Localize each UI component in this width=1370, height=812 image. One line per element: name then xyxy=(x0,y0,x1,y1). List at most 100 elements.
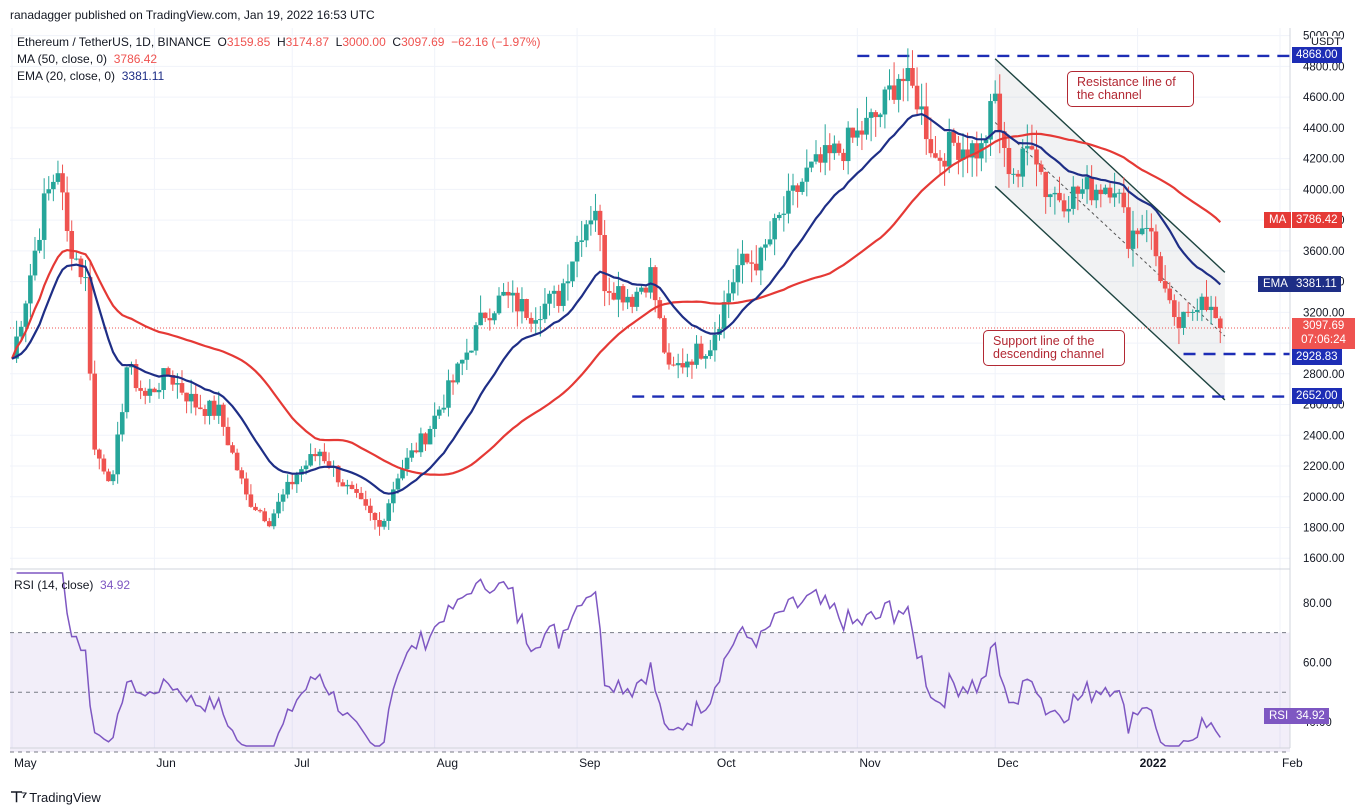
candle-body xyxy=(106,471,111,482)
candle-body xyxy=(69,231,75,259)
candle-body xyxy=(515,292,520,312)
candle-body xyxy=(1204,296,1209,311)
candle-body xyxy=(482,312,488,319)
candle-body xyxy=(441,407,447,410)
candle-body xyxy=(464,352,470,360)
candle-body xyxy=(1093,189,1099,201)
candle-body xyxy=(528,317,534,324)
candle-body xyxy=(299,469,304,475)
candle-body xyxy=(1075,186,1081,194)
candle-body xyxy=(1038,164,1044,172)
candle-body xyxy=(1126,207,1131,249)
candle-body xyxy=(616,286,621,300)
candle-body xyxy=(455,363,460,383)
last-price-tag: 3097.69 07:06:24 xyxy=(1292,318,1355,349)
time-tick-label: Jul xyxy=(294,756,309,770)
time-tick-label: 2022 xyxy=(1140,756,1167,770)
candle-body xyxy=(133,364,139,389)
candle-body xyxy=(1080,189,1085,194)
price-tick-label: 4200.00 xyxy=(1303,154,1345,166)
candle-body xyxy=(501,291,506,296)
tradingview-logo[interactable]: ⊤⁷ TradingView xyxy=(10,789,101,806)
bar-countdown: 07:06:24 xyxy=(1301,334,1346,346)
candle-body xyxy=(37,239,42,251)
candle-body xyxy=(1176,317,1182,328)
candle-body xyxy=(1162,281,1168,289)
price-tick-label: 2000.00 xyxy=(1303,492,1345,504)
candle-body xyxy=(1034,149,1039,165)
candle-body xyxy=(395,478,401,490)
candle-body xyxy=(1061,200,1067,212)
candle-body xyxy=(1043,171,1048,198)
candle-body xyxy=(942,160,947,167)
candle-body xyxy=(960,149,966,160)
candle-body xyxy=(1195,309,1200,312)
candle-body xyxy=(404,457,410,470)
price-tick-label: 3200.00 xyxy=(1303,307,1345,319)
candle-body xyxy=(606,291,612,293)
currency-label: USDT xyxy=(1311,36,1341,48)
price-tick-label: 1600.00 xyxy=(1303,553,1345,565)
price-tick-label: 2200.00 xyxy=(1303,461,1345,473)
candle-body xyxy=(423,433,428,445)
candle-body xyxy=(1098,189,1104,195)
candle-body xyxy=(703,356,709,359)
candle-body xyxy=(666,352,672,365)
candle-body xyxy=(946,132,952,167)
candle-body xyxy=(827,145,833,154)
time-tick-label: Sep xyxy=(579,756,601,770)
candle-body xyxy=(257,510,263,512)
candle-body xyxy=(418,433,424,453)
rsi-side-label: RSI xyxy=(1264,708,1294,724)
candle-body xyxy=(634,291,640,307)
candle-body xyxy=(933,153,938,158)
candle-body xyxy=(1103,187,1108,195)
candle-body xyxy=(239,470,245,479)
candle-body xyxy=(1107,187,1113,198)
level-tag-support2: 2652.00 xyxy=(1292,388,1342,404)
time-tick-label: Oct xyxy=(717,756,736,770)
candle-body xyxy=(749,262,754,264)
ohlc-header: Ethereum / TetherUS, 1D, BINANCE O3159.8… xyxy=(17,35,541,49)
ema-legend[interactable]: EMA (20, close, 0) 3381.11 xyxy=(17,69,165,83)
candle-body xyxy=(335,465,341,483)
candle-body xyxy=(1084,177,1090,190)
candle-body xyxy=(368,505,373,513)
candle-body xyxy=(813,154,819,162)
tradingview-logo-icon: ⊤⁷ xyxy=(10,789,27,806)
rsi-legend[interactable]: RSI (14, close) 34.92 xyxy=(14,578,131,592)
candle-body xyxy=(822,145,828,163)
candle-body xyxy=(1167,288,1173,301)
candle-body xyxy=(988,101,993,140)
candle-body xyxy=(152,388,157,393)
candle-body xyxy=(92,373,97,450)
candle-body xyxy=(202,409,208,416)
candle-body xyxy=(244,478,249,495)
candle-body xyxy=(533,320,539,324)
candle-body xyxy=(519,298,525,312)
candle-body xyxy=(349,484,355,490)
candle-body xyxy=(280,494,286,502)
candle-body xyxy=(262,511,267,522)
candle-body xyxy=(597,210,603,236)
candle-body xyxy=(538,319,543,321)
candle-body xyxy=(119,412,125,435)
candle-body xyxy=(1190,311,1196,313)
ma-price-tag: 3786.42 xyxy=(1292,212,1342,228)
candle-body xyxy=(923,106,929,140)
candle-body xyxy=(1144,227,1150,229)
candle-body xyxy=(78,258,84,278)
candle-body xyxy=(542,303,548,320)
candle-body xyxy=(524,298,529,318)
candle-body xyxy=(32,250,38,276)
ma-legend[interactable]: MA (50, close, 0) 3786.42 xyxy=(17,52,158,66)
candle-body xyxy=(41,193,47,240)
candle-body xyxy=(1112,193,1117,198)
candle-body xyxy=(492,313,497,321)
resistance-annotation: Resistance line of the channel xyxy=(1067,71,1194,107)
candle-body xyxy=(657,300,663,319)
candle-body xyxy=(730,282,736,294)
candle-body xyxy=(1139,228,1145,235)
candle-body xyxy=(772,218,777,240)
candle-body xyxy=(818,154,823,163)
